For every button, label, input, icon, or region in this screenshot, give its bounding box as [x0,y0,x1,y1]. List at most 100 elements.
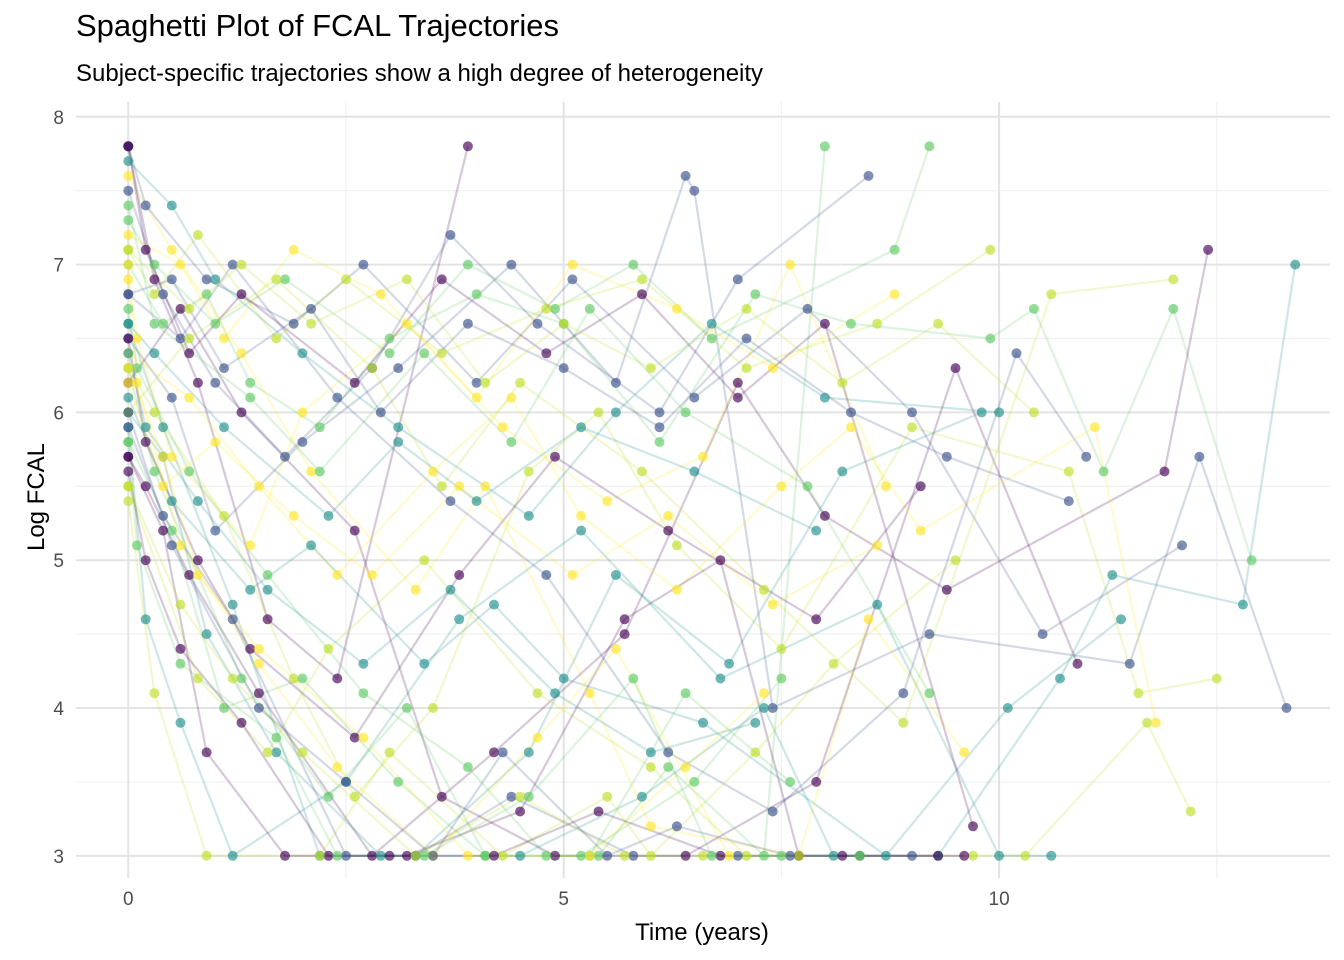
trajectory-point [846,407,856,418]
trajectory-point [393,422,404,433]
trajectory-point [776,673,787,684]
trajectory-point [637,274,647,285]
trajectory-point [741,850,752,861]
trajectory-point [410,584,421,595]
trajectory-point [454,614,465,625]
trajectory-point [149,348,160,359]
trajectory-point [227,614,238,625]
trajectory-point [689,185,700,196]
trajectory-point [341,274,351,285]
trajectory-point [123,230,134,240]
trajectory-point [297,673,308,684]
trajectory-line [127,145,1183,636]
trajectory-point [123,200,134,211]
trajectory-point [619,629,630,640]
trajectory-point [166,244,177,255]
trajectory-point [358,688,369,699]
trajectory-point [637,791,647,802]
trajectory-point [1046,289,1057,300]
trajectory-point [515,806,526,817]
trajectory-point [462,318,473,329]
trajectory-point [732,274,743,285]
trajectory-point [767,363,778,374]
trajectory-point [1002,703,1013,713]
trajectory-point [123,318,134,329]
trajectory-point [1107,570,1118,580]
trajectory-point [123,215,134,226]
trajectory-point [619,614,630,625]
trajectory-point [288,673,299,684]
trajectory-point [236,348,247,359]
trajectory-point [192,555,203,566]
trajectory-point [933,850,944,861]
trajectory-point [314,466,325,477]
trajectory-point [297,407,308,418]
trajectory-point [1150,717,1161,728]
trajectory-point [680,170,691,181]
trajectory-point [445,496,456,507]
trajectory-point [889,289,900,300]
trajectory-points [123,141,1301,861]
trajectory-point [872,540,883,551]
trajectory-point [358,658,369,669]
trajectory-point [933,318,944,329]
trajectory-point [158,318,169,329]
trajectory-point [506,791,517,802]
x-tick-label: 0 [123,889,134,910]
trajectory-point [149,688,160,699]
trajectory-point [123,289,134,300]
trajectory-point [140,422,151,433]
trajectory-point [837,466,848,477]
trajectory-point [192,377,203,388]
trajectory-point [610,643,621,654]
trajectory-point [1290,259,1301,270]
trajectory-point [140,437,151,447]
trajectory-point [175,717,186,728]
trajectory-point [637,289,647,300]
trajectory-point [985,244,996,255]
trajectory-point [793,850,804,861]
trajectory-point [532,732,543,743]
trajectory-line [127,233,992,370]
trajectory-point [210,377,221,388]
trajectory-point [968,821,978,832]
trajectory-point [445,584,456,595]
trajectory-point [907,422,917,433]
trajectory-point [123,333,134,344]
trajectory-point [706,850,717,861]
trajectory-point [210,525,221,536]
trajectory-point [280,850,290,861]
trajectory-point [297,348,308,359]
trajectory-point [593,850,604,861]
chart-subtitle: Subject-specific trajectories show a hig… [76,60,764,87]
trajectory-point [671,303,682,314]
trajectory-point [654,422,665,433]
trajectory-point [140,481,151,492]
trajectory-point [393,363,404,374]
trajectory-point [123,185,134,196]
trajectory-point [645,821,656,832]
trajectory-point [236,717,247,728]
trajectory-point [663,762,674,773]
trajectory-line [127,249,1035,414]
trajectory-point [785,850,796,861]
trajectory-point [175,643,186,654]
trajectory-point [576,850,587,861]
trajectory-point [1037,629,1048,640]
trajectory-point [759,850,769,861]
chart-title: Spaghetti Plot of FCAL Trajectories [76,8,560,43]
trajectory-point [819,318,830,329]
trajectory-point [210,318,221,329]
trajectory-point [349,525,360,536]
trajectory-point [367,570,378,580]
trajectory-point [872,599,883,610]
trajectory-point [863,170,874,181]
trajectory-point [541,850,552,861]
trajectory-point [976,407,987,418]
trajectory-point [610,570,621,580]
y-tick-label: 3 [53,847,64,868]
trajectory-point [819,392,830,403]
trajectory-point [428,850,438,861]
trajectory-point [785,259,796,270]
trajectory-point [750,717,761,728]
